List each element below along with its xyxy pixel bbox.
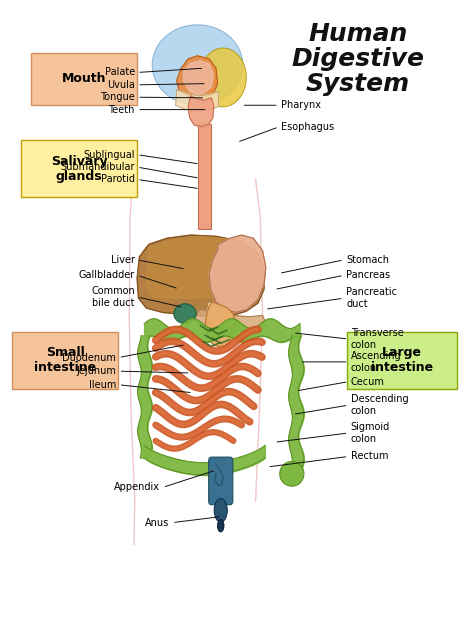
Text: Transverse
colon: Transverse colon — [351, 328, 403, 350]
FancyBboxPatch shape — [346, 331, 457, 389]
Text: Gallbladder: Gallbladder — [79, 270, 135, 280]
Text: Uvula: Uvula — [107, 80, 135, 90]
Text: Pancreas: Pancreas — [346, 270, 390, 280]
Text: Ascending
colon: Ascending colon — [351, 351, 401, 373]
Text: Salivary
glands: Salivary glands — [51, 155, 108, 182]
Ellipse shape — [152, 25, 243, 105]
Text: Pancreatic
duct: Pancreatic duct — [346, 287, 397, 309]
FancyBboxPatch shape — [209, 457, 233, 505]
Text: Esophagus: Esophagus — [281, 122, 334, 132]
Text: Duodenum: Duodenum — [63, 353, 116, 363]
Text: Sigmoid
colon: Sigmoid colon — [351, 422, 390, 444]
Polygon shape — [188, 96, 214, 127]
Text: Mouth: Mouth — [62, 73, 106, 85]
Polygon shape — [176, 90, 219, 112]
Text: Pharynx: Pharynx — [281, 100, 321, 110]
Text: Ileum: Ileum — [89, 380, 116, 390]
Ellipse shape — [214, 498, 227, 522]
Polygon shape — [215, 465, 223, 486]
Text: Cecum: Cecum — [351, 377, 385, 387]
Text: Teeth: Teeth — [109, 105, 135, 115]
Ellipse shape — [174, 304, 196, 324]
Polygon shape — [209, 235, 266, 312]
Ellipse shape — [280, 461, 304, 486]
Text: Appendix: Appendix — [114, 483, 160, 492]
Polygon shape — [194, 309, 266, 331]
Ellipse shape — [200, 48, 246, 107]
Text: Small
intestine: Small intestine — [34, 346, 96, 374]
Ellipse shape — [218, 519, 224, 532]
Text: Large
intestine: Large intestine — [371, 346, 433, 374]
Text: Jejunum: Jejunum — [76, 366, 116, 376]
Polygon shape — [207, 303, 232, 327]
Text: Parotid: Parotid — [101, 174, 135, 184]
Text: Anus: Anus — [146, 517, 170, 528]
Text: Sublingual: Sublingual — [83, 150, 135, 160]
Text: Human
Digestive
System: Human Digestive System — [292, 22, 424, 96]
Polygon shape — [137, 235, 265, 317]
Text: Stomach: Stomach — [346, 255, 389, 265]
Text: Descending
colon: Descending colon — [351, 394, 409, 416]
Polygon shape — [205, 302, 236, 346]
FancyBboxPatch shape — [198, 124, 210, 229]
Text: Tongue: Tongue — [100, 92, 135, 102]
FancyBboxPatch shape — [12, 331, 118, 389]
FancyBboxPatch shape — [21, 140, 137, 198]
Text: Common
bile duct: Common bile duct — [91, 286, 135, 308]
Polygon shape — [146, 237, 259, 298]
FancyBboxPatch shape — [31, 53, 137, 105]
Polygon shape — [177, 56, 218, 99]
Text: Palate: Palate — [105, 68, 135, 78]
Text: Rectum: Rectum — [351, 452, 388, 461]
Polygon shape — [183, 61, 214, 95]
Text: Liver: Liver — [111, 255, 135, 265]
Text: Submandibular: Submandibular — [60, 162, 135, 172]
